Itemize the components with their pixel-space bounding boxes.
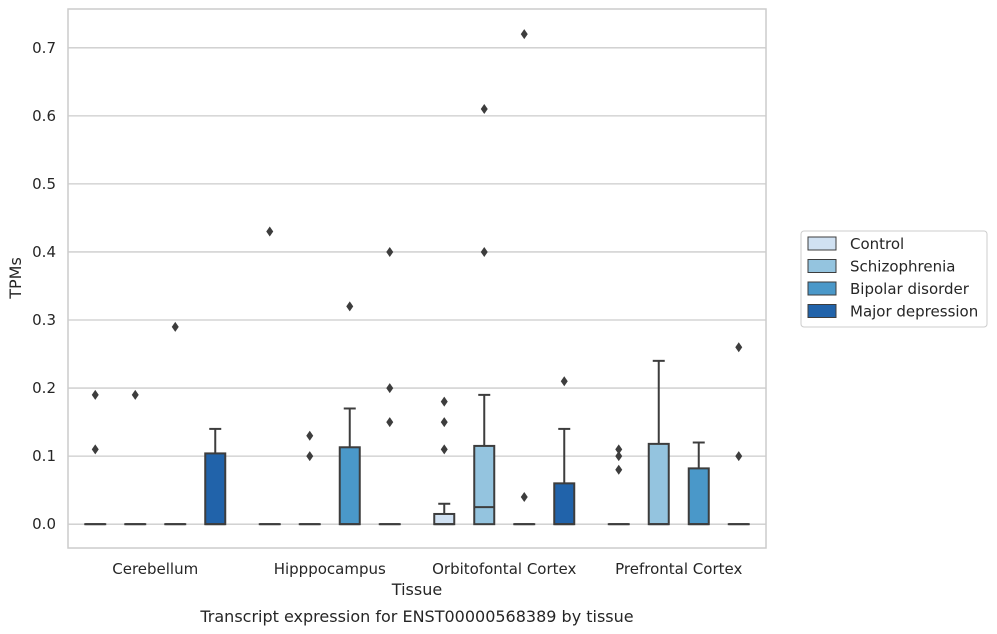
box [473, 444, 496, 526]
box [204, 452, 227, 526]
legend-swatch [807, 236, 837, 251]
legend-label: Schizophrenia [850, 258, 955, 276]
box-group [607, 444, 630, 526]
x-tick-label: Cerebellum [112, 560, 198, 578]
box-group [204, 427, 227, 526]
legend-swatch [807, 259, 837, 273]
box-group [687, 441, 710, 526]
outlier-point [91, 444, 99, 455]
box-group [553, 376, 576, 526]
box-group [433, 396, 456, 526]
outlier-point [91, 389, 99, 400]
plot-area-frame [67, 8, 767, 549]
outlier-point [386, 246, 394, 257]
gridlines [68, 47, 766, 525]
y-tick-label: 0.6 [32, 107, 56, 125]
x-tick-label: Orbitofontal Cortex [432, 560, 576, 578]
legend-label: Major depression [850, 303, 978, 321]
box [687, 467, 710, 526]
box-group [164, 321, 187, 526]
box-group [473, 104, 496, 526]
box [553, 482, 576, 526]
box-group [84, 389, 107, 526]
x-tick-labels: Cerebellum Hipppocampus Orbitofontal Corte… [112, 560, 742, 578]
box-marks [84, 29, 750, 526]
outlier-point [131, 389, 139, 400]
legend-frame [800, 230, 988, 328]
outlier-point [560, 376, 568, 387]
legend-items: Control Schizophrenia Bipolar disorder Majo… [807, 235, 978, 321]
outlier-point [440, 444, 448, 455]
y-tick-label: 0.1 [32, 447, 56, 465]
y-tick-labels: 0.0 0.1 0.2 0.3 0.4 0.5 0.6 0.7 [32, 39, 56, 533]
outlier-point [520, 491, 528, 502]
legend-label: Control [850, 235, 904, 253]
y-tick-label: 0.5 [32, 175, 56, 193]
outlier-point [266, 226, 274, 237]
y-tick-label: 0.0 [32, 515, 56, 533]
box-group [258, 226, 281, 526]
legend-label: Bipolar disorder [850, 280, 970, 298]
box-group [298, 430, 321, 526]
box-group [124, 389, 147, 526]
outlier-point [306, 430, 314, 441]
outlier-point [440, 396, 448, 407]
outlier-point [520, 29, 528, 40]
box-group [647, 359, 670, 526]
y-tick-label: 0.7 [32, 39, 56, 57]
y-tick-label: 0.3 [32, 311, 56, 329]
y-tick-label: 0.2 [32, 379, 56, 397]
outlier-point [615, 451, 623, 462]
legend: Control Schizophrenia Bipolar disorder Majo… [800, 230, 988, 328]
outlier-point [615, 444, 623, 455]
outlier-point [480, 246, 488, 257]
outlier-point [171, 321, 179, 332]
outlier-point [735, 451, 743, 462]
box [647, 442, 670, 526]
x-axis-title: Tissue [391, 580, 442, 599]
box [338, 446, 361, 526]
outlier-point [440, 417, 448, 428]
outlier-point [735, 342, 743, 353]
x-tick-label: Hipppocampus [274, 560, 386, 578]
box-group [378, 246, 401, 526]
chart-caption: Transcript expression for ENST0000056838… [199, 607, 633, 626]
outlier-point [306, 451, 314, 462]
box-group [727, 342, 750, 526]
box-group [513, 29, 536, 526]
outlier-point [346, 301, 354, 312]
box-group [338, 301, 361, 526]
outlier-point [480, 104, 488, 115]
box [433, 512, 456, 526]
legend-swatch [807, 281, 837, 296]
x-tick-label: Prefrontal Cortex [615, 560, 742, 578]
y-axis-title: TPMs [6, 257, 25, 300]
outlier-point [615, 464, 623, 475]
legend-swatch [807, 304, 837, 318]
outlier-point [386, 383, 394, 394]
outlier-point [386, 417, 394, 428]
y-tick-label: 0.4 [32, 243, 56, 261]
